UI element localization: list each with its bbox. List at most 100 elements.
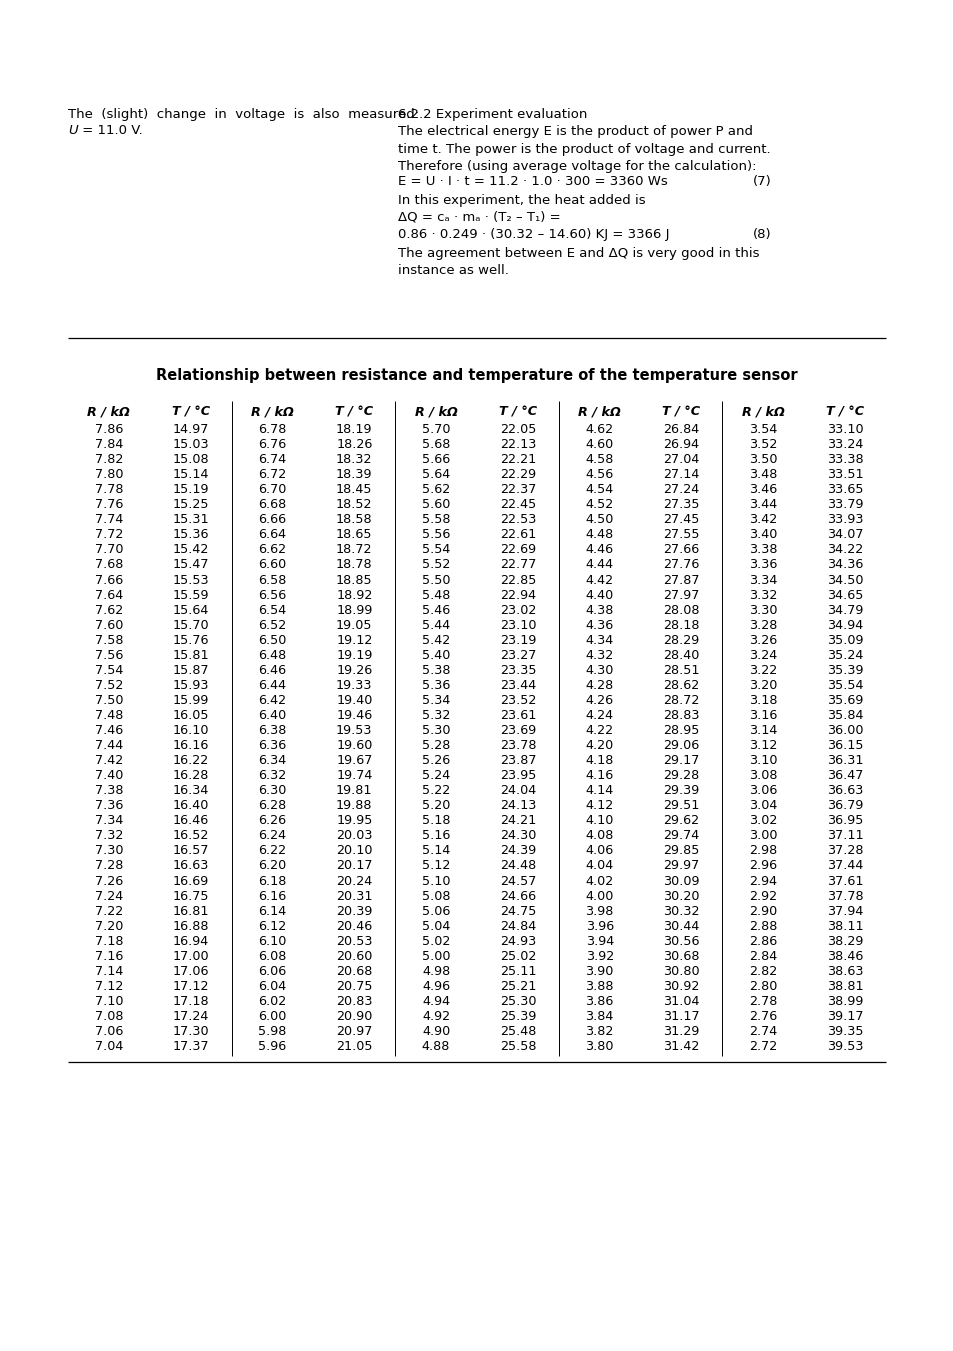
Text: 3.22: 3.22 [748,663,777,677]
Text: 16.81: 16.81 [172,905,209,917]
Text: 20.10: 20.10 [335,844,373,858]
Text: 22.21: 22.21 [499,453,536,466]
Text: 4.60: 4.60 [585,438,613,451]
Text: 6.10: 6.10 [258,935,287,947]
Text: 33.10: 33.10 [826,423,862,436]
Text: 3.52: 3.52 [748,438,777,451]
Text: 5.04: 5.04 [421,920,450,932]
Text: T / °C: T / °C [661,405,700,419]
Text: 7.52: 7.52 [94,678,123,692]
Text: 19.40: 19.40 [335,694,372,707]
Text: 4.34: 4.34 [585,634,613,647]
Text: 18.92: 18.92 [335,589,372,601]
Text: 15.36: 15.36 [172,528,209,542]
Text: 34.22: 34.22 [826,543,862,557]
Text: 6.22: 6.22 [258,844,286,858]
Text: 24.30: 24.30 [499,830,536,843]
Text: 7.06: 7.06 [94,1025,123,1038]
Text: 24.75: 24.75 [499,905,536,917]
Text: 23.10: 23.10 [499,619,536,632]
Text: 29.06: 29.06 [662,739,699,753]
Text: 7.86: 7.86 [94,423,123,436]
Text: 15.47: 15.47 [172,558,209,571]
Text: 36.15: 36.15 [826,739,862,753]
Text: 5.18: 5.18 [421,815,450,827]
Text: 5.16: 5.16 [421,830,450,843]
Text: 5.02: 5.02 [421,935,450,947]
Text: 16.40: 16.40 [172,800,209,812]
Text: 37.78: 37.78 [826,889,862,902]
Text: 4.52: 4.52 [585,499,613,511]
Text: 5.36: 5.36 [421,678,450,692]
Text: 2.96: 2.96 [748,859,777,873]
Text: 4.04: 4.04 [585,859,613,873]
Text: 15.31: 15.31 [172,513,209,527]
Text: 5.22: 5.22 [421,784,450,797]
Text: 22.61: 22.61 [499,528,536,542]
Text: 16.75: 16.75 [172,889,209,902]
Text: 6.42: 6.42 [258,694,286,707]
Text: 6.04: 6.04 [258,979,286,993]
Text: 7.68: 7.68 [94,558,123,571]
Text: 4.20: 4.20 [585,739,613,753]
Text: 2.74: 2.74 [748,1025,777,1038]
Text: 3.32: 3.32 [748,589,777,601]
Text: 16.28: 16.28 [172,769,209,782]
Text: 7.20: 7.20 [94,920,123,932]
Text: 24.48: 24.48 [499,859,536,873]
Text: 30.44: 30.44 [662,920,699,932]
Text: 5.00: 5.00 [421,950,450,963]
Text: 5.52: 5.52 [421,558,450,571]
Text: 5.98: 5.98 [258,1025,287,1038]
Text: 25.11: 25.11 [499,965,536,978]
Text: 23.44: 23.44 [499,678,536,692]
Text: 5.06: 5.06 [421,905,450,917]
Text: 22.13: 22.13 [499,438,536,451]
Text: 4.16: 4.16 [585,769,613,782]
Text: 24.93: 24.93 [499,935,536,947]
Text: 6.14: 6.14 [258,905,286,917]
Text: 29.85: 29.85 [662,844,699,858]
Text: 7.42: 7.42 [94,754,123,767]
Text: 19.67: 19.67 [335,754,372,767]
Text: 16.63: 16.63 [172,859,209,873]
Text: 5.62: 5.62 [421,484,450,496]
Text: 23.02: 23.02 [499,604,536,616]
Text: 38.11: 38.11 [826,920,862,932]
Text: 27.66: 27.66 [662,543,699,557]
Text: 15.08: 15.08 [172,453,209,466]
Text: 4.46: 4.46 [585,543,613,557]
Text: 24.21: 24.21 [499,815,536,827]
Text: 16.05: 16.05 [172,709,209,721]
Text: 4.50: 4.50 [585,513,613,527]
Text: 27.45: 27.45 [662,513,699,527]
Text: 18.26: 18.26 [335,438,372,451]
Text: 39.53: 39.53 [826,1040,862,1052]
Text: 15.64: 15.64 [172,604,209,616]
Text: 19.33: 19.33 [335,678,373,692]
Text: 5.10: 5.10 [421,874,450,888]
Text: 3.40: 3.40 [748,528,777,542]
Text: 5.44: 5.44 [421,619,450,632]
Text: R / kΩ: R / kΩ [578,405,620,419]
Text: 7.22: 7.22 [94,905,123,917]
Text: 6.16: 6.16 [258,889,286,902]
Text: 3.30: 3.30 [748,604,777,616]
Text: 18.39: 18.39 [335,469,373,481]
Text: 17.00: 17.00 [172,950,209,963]
Text: 5.68: 5.68 [421,438,450,451]
Text: 33.51: 33.51 [826,469,862,481]
Text: 4.90: 4.90 [421,1025,450,1038]
Text: 18.32: 18.32 [335,453,373,466]
Text: 7.54: 7.54 [94,663,123,677]
Text: 6.54: 6.54 [258,604,286,616]
Text: 28.18: 28.18 [662,619,699,632]
Text: 2.90: 2.90 [748,905,777,917]
Text: 18.45: 18.45 [335,484,373,496]
Text: 3.84: 3.84 [585,1011,613,1023]
Text: 3.04: 3.04 [748,800,777,812]
Text: 7.44: 7.44 [94,739,123,753]
Text: = 11.0 V.: = 11.0 V. [78,124,143,136]
Text: 33.93: 33.93 [826,513,862,527]
Text: 19.95: 19.95 [335,815,372,827]
